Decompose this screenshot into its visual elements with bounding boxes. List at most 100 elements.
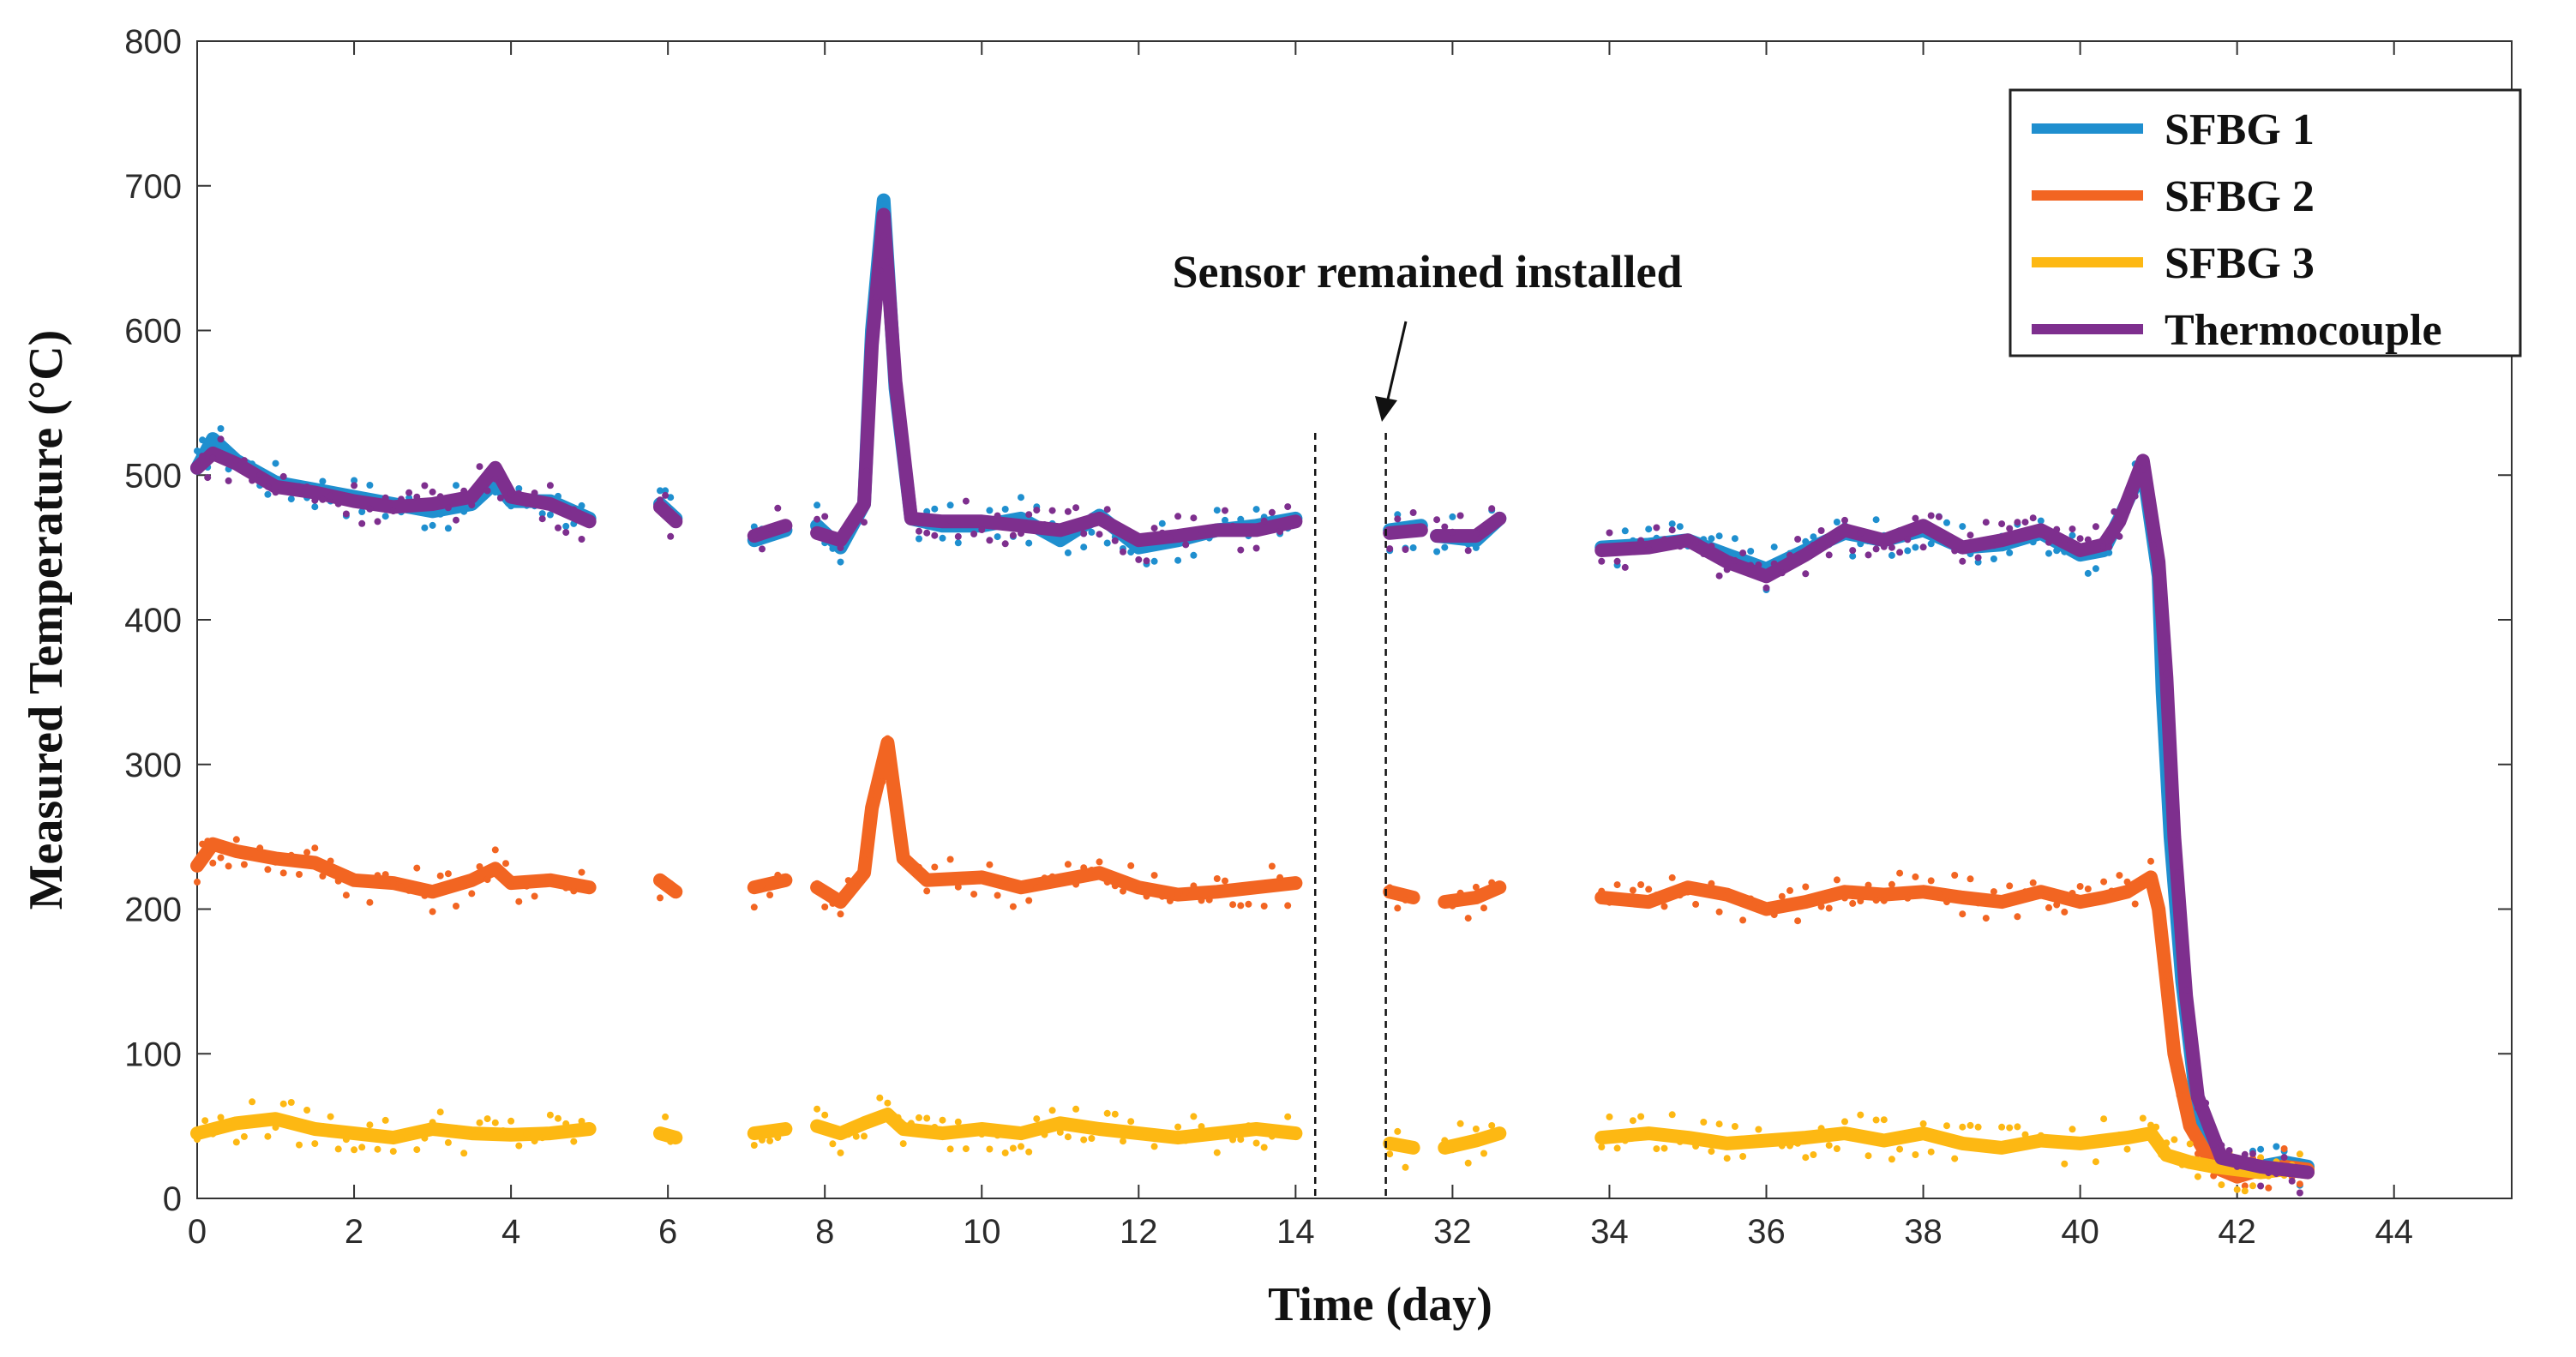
series-point <box>1433 516 1441 524</box>
series-point <box>2160 647 2168 655</box>
series-point <box>232 1138 240 1146</box>
series-point <box>1974 899 1982 907</box>
series-point <box>444 1138 452 1146</box>
series-point <box>1653 892 1660 899</box>
series-point <box>814 501 821 509</box>
series-point <box>2165 748 2173 756</box>
series-point <box>1174 1123 1182 1131</box>
series-point <box>468 1126 476 1134</box>
series-point <box>2210 1141 2218 1149</box>
annotation-arrow-line <box>1385 321 1408 404</box>
series-point <box>884 1099 892 1107</box>
series-point <box>844 519 852 526</box>
series-point <box>2014 913 2021 921</box>
legend-box <box>2009 88 2522 357</box>
series-point <box>2168 1029 2176 1036</box>
series-point <box>319 873 327 880</box>
series-point <box>1645 1131 1653 1138</box>
series-point <box>2021 888 2029 896</box>
series-point <box>1033 507 1041 514</box>
series-point <box>1927 1148 1935 1156</box>
series-point <box>240 861 248 868</box>
series-point <box>2053 901 2061 909</box>
series-point <box>1904 894 1912 902</box>
series-point <box>2296 1150 2303 1158</box>
series-point <box>662 1113 670 1120</box>
series-point <box>2296 1180 2303 1188</box>
series-point <box>358 519 366 527</box>
series-point <box>1880 543 1888 550</box>
series-point <box>1182 541 1190 549</box>
series-point <box>750 904 758 911</box>
series-point <box>2029 879 2037 886</box>
series-point <box>562 884 570 892</box>
series-point <box>1048 873 1056 880</box>
series-point <box>1041 1131 1048 1138</box>
series-point <box>837 558 844 566</box>
series-point <box>1127 1118 1135 1126</box>
series-point <box>1198 897 1205 904</box>
series-point <box>570 1138 578 1145</box>
series-point <box>460 1150 468 1157</box>
series-point <box>562 1120 570 1127</box>
series-point <box>515 898 523 905</box>
series-point <box>264 490 272 498</box>
legend-label: SFBG 1 <box>2165 105 2315 154</box>
series-point <box>852 518 860 525</box>
series-point <box>2150 541 2157 549</box>
series-point <box>460 880 468 888</box>
series-point <box>444 525 452 532</box>
series-point <box>994 512 1001 519</box>
series-point <box>2176 1091 2183 1099</box>
series-point <box>1001 540 1009 548</box>
series-point <box>1982 1140 1990 1148</box>
series-point <box>1386 545 1394 553</box>
series-point <box>421 1134 429 1142</box>
series-point <box>1715 1120 1723 1128</box>
series-point <box>1158 1130 1166 1138</box>
series-point <box>1802 537 1810 545</box>
series-point <box>1927 877 1935 885</box>
series-point <box>1166 1131 1174 1138</box>
series-point <box>502 477 509 485</box>
x-tick-label: 42 <box>2218 1213 2256 1251</box>
series-point <box>199 840 207 848</box>
series-point <box>1864 1152 1872 1160</box>
series-point <box>546 511 554 519</box>
series-point <box>1222 1128 1228 1136</box>
series-point <box>1268 862 1276 870</box>
series-point <box>1394 515 1402 523</box>
series-point <box>1715 532 1723 540</box>
series-point <box>2076 883 2084 890</box>
series-point <box>2194 1104 2201 1112</box>
series-point <box>1080 864 1088 872</box>
series-point <box>2045 538 2052 546</box>
series-point <box>1927 512 1935 519</box>
series-point <box>483 487 491 495</box>
series-point <box>1166 534 1174 542</box>
series-point <box>1222 516 1228 524</box>
series-point <box>814 1105 821 1113</box>
series-point <box>342 510 350 518</box>
series-point <box>1833 535 1840 543</box>
series-point <box>1708 543 1715 550</box>
y-tick-label: 700 <box>124 168 182 206</box>
series-point <box>2273 1143 2280 1150</box>
series-point <box>829 1140 837 1148</box>
series-point <box>1229 1136 1237 1144</box>
series-point <box>413 864 421 872</box>
series-point <box>2123 878 2131 886</box>
series-point <box>1222 507 1228 514</box>
series-point <box>1982 915 1990 922</box>
series-point <box>2076 1137 2084 1144</box>
series-point <box>939 534 946 542</box>
series-point <box>272 489 279 496</box>
series-point <box>978 526 986 533</box>
series-point <box>994 1132 1001 1139</box>
series-point <box>1864 551 1872 559</box>
y-tick-label: 500 <box>124 457 182 495</box>
series-point <box>766 892 774 898</box>
series-point <box>1464 915 1472 922</box>
series-point <box>1919 1120 1927 1127</box>
series-point <box>1998 899 2006 907</box>
